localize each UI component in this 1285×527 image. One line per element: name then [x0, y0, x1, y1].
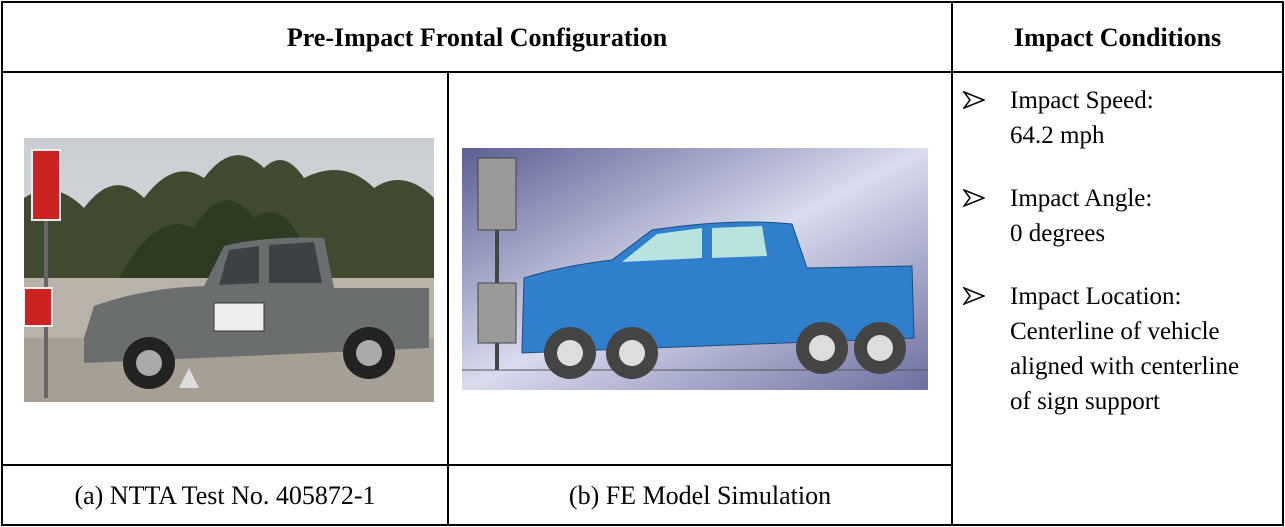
condition-label: Impact Location:: [1010, 283, 1182, 310]
condition: Impact Speed: 64.2 mph: [963, 83, 1273, 153]
bullet: [963, 189, 985, 207]
condition-value: Centerline of vehicle aligned with cente…: [1010, 318, 1240, 415]
caption: (a) NTTA Test No. 405872-1: [74, 481, 376, 510]
condition-label: Impact Angle:: [1010, 185, 1153, 212]
condition: Impact Angle: 0 degrees: [963, 181, 1273, 251]
border-bottom: [1, 524, 1284, 526]
condition-label: Impact Speed:: [1010, 87, 1154, 114]
simulation-image: [462, 148, 928, 390]
condition: Impact Location: Centerline of vehicle al…: [963, 279, 1273, 419]
column-rule: [951, 1, 953, 526]
test-photo: [24, 138, 434, 402]
condition-value: 64.2 mph: [1010, 122, 1105, 149]
bullet: [963, 91, 985, 109]
header-cell: Impact Conditions: [1013, 23, 1222, 52]
condition-value: 0 degrees: [1010, 220, 1106, 247]
border-top: [1, 1, 1284, 3]
border-left: [1, 1, 3, 526]
column-rule: [447, 71, 449, 526]
header-rule: [1, 71, 1284, 73]
border-right: [1282, 1, 1284, 526]
header-cell: Pre-Impact Frontal Configuration: [286, 23, 668, 52]
bullet: [963, 287, 985, 305]
caption-rule: [1, 464, 952, 466]
caption: (b) FE Model Simulation: [568, 481, 832, 510]
